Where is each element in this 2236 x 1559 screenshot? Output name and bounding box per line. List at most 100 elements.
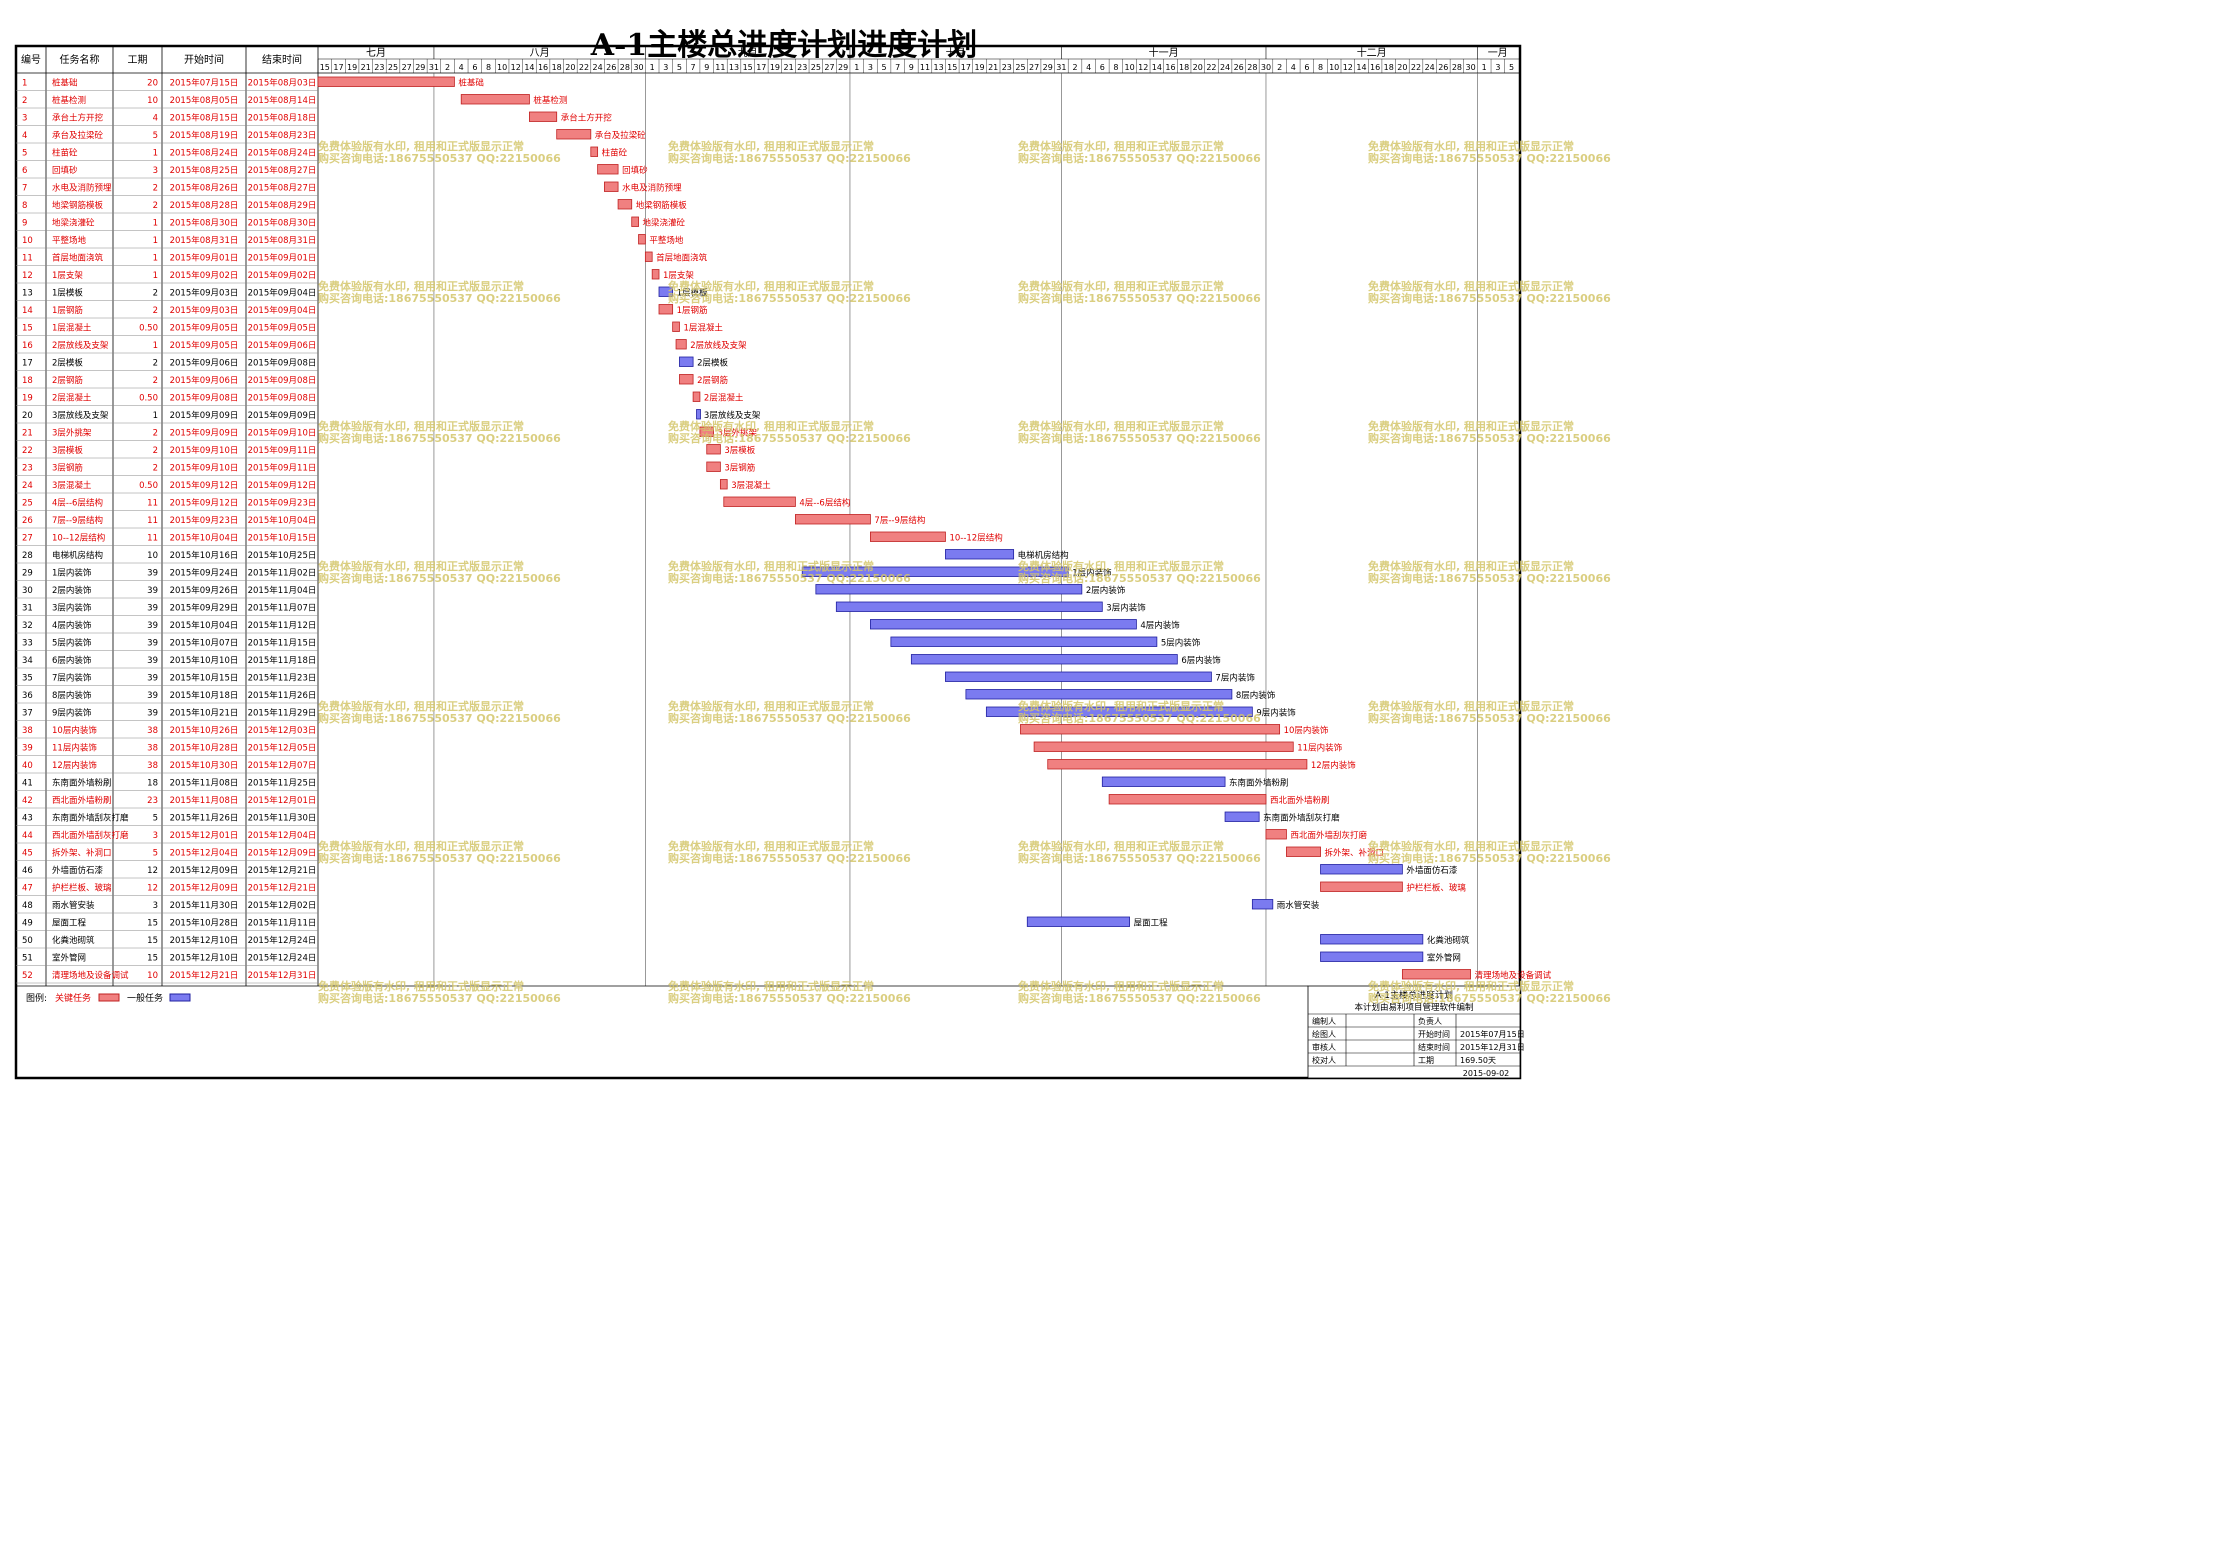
task-end: 2015年12月07日 (248, 760, 317, 771)
day-label: 2 (1072, 63, 1077, 72)
day-label: 10 (1124, 63, 1134, 72)
task-end: 2015年09月02日 (248, 270, 317, 281)
day-label: 29 (1043, 63, 1053, 72)
task-bar-label: 东南面外墙粉刷 (1229, 777, 1289, 788)
task-bar-label: 4层内装饰 (1140, 620, 1180, 631)
day-label: 23 (1002, 63, 1012, 72)
task-start: 2015年09月10日 (170, 462, 239, 473)
task-start: 2015年09月23日 (170, 515, 239, 526)
day-label: 4 (1086, 63, 1091, 72)
task-bar-label: 柱苗砼 (602, 147, 628, 158)
task-bar (672, 321, 680, 332)
task-end: 2015年09月06日 (248, 340, 317, 351)
task-id: 34 (22, 656, 33, 666)
task-bar-label: 外墙面仿石漆 (1406, 865, 1458, 876)
task-name: 2层混凝土 (52, 392, 92, 403)
watermark-line1: 免费体验版有水印, 租用和正式版显示正常 (318, 979, 524, 993)
watermark-line2: 购买咨询电话:18675550537 QQ:22150066 (668, 851, 911, 865)
task-id: 23 (22, 463, 33, 473)
task-bar-label: 西北面外墙粉刷 (1270, 795, 1330, 806)
day-label: 16 (538, 63, 548, 72)
task-start: 2015年10月10日 (170, 655, 239, 666)
task-name: 1层混凝土 (52, 322, 92, 333)
task-id: 7 (22, 183, 27, 193)
task-end: 2015年12月24日 (248, 935, 317, 946)
task-id: 3 (22, 113, 27, 123)
watermark-line1: 免费体验版有水印, 租用和正式版显示正常 (318, 419, 524, 433)
task-duration: 15 (147, 936, 158, 946)
day-label: 4 (1291, 63, 1296, 72)
task-duration: 4 (153, 113, 158, 123)
task-end: 2015年11月07日 (248, 602, 317, 613)
task-end: 2015年12月04日 (248, 830, 317, 841)
task-bar (1401, 969, 1471, 980)
watermark-line1: 免费体验版有水印, 租用和正式版显示正常 (318, 139, 524, 153)
task-bar-label: 3层内装饰 (1106, 602, 1146, 613)
task-bar (815, 584, 1083, 595)
watermark-line2: 购买咨询电话:18675550537 QQ:22150066 (318, 431, 561, 445)
task-name: 地梁钢筋模板 (52, 200, 104, 211)
task-end: 2015年11月18日 (248, 655, 317, 666)
header-4: 开始时间 (184, 53, 224, 66)
task-end: 2015年09月23日 (248, 497, 317, 508)
day-label: 12 (1343, 63, 1353, 72)
task-end: 2015年12月24日 (248, 952, 317, 963)
task-start: 2015年09月26日 (170, 585, 239, 596)
watermark-line2: 购买咨询电话:18675550537 QQ:22150066 (1018, 431, 1261, 445)
task-id: 30 (22, 586, 33, 596)
task-name: 1层模板 (52, 287, 83, 298)
day-label: 22 (1206, 63, 1216, 72)
day-label: 5 (677, 63, 682, 72)
watermark-line2: 购买咨询电话:18675550537 QQ:22150066 (1368, 851, 1611, 865)
task-bar-label: 2层放线及支架 (690, 340, 747, 351)
info-cell: 开始时间 (1418, 1029, 1450, 1039)
task-name: 3层模板 (52, 445, 83, 456)
task-bar-label: 西北面外墙刮灰打磨 (1290, 830, 1367, 841)
task-id: 2 (22, 96, 27, 106)
day-label: 19 (974, 63, 984, 72)
task-duration: 39 (147, 656, 158, 666)
task-end: 2015年09月08日 (248, 375, 317, 386)
task-start: 2015年10月15日 (170, 672, 239, 683)
task-end: 2015年09月11日 (248, 445, 317, 456)
task-end: 2015年08月18日 (248, 112, 317, 123)
day-label: 8 (486, 63, 491, 72)
month-label: 一月 (1488, 47, 1508, 59)
watermark-line2: 购买咨询电话:18675550537 QQ:22150066 (318, 991, 561, 1005)
task-duration: 1 (153, 271, 158, 281)
task-end: 2015年08月27日 (248, 165, 317, 176)
task-name: 7层--9层结构 (52, 515, 103, 526)
watermark-line1: 免费体验版有水印, 租用和正式版显示正常 (1018, 559, 1224, 573)
task-duration: 10 (147, 96, 158, 106)
task-bar (1320, 951, 1424, 962)
task-bar-label: 3层混凝土 (731, 480, 771, 491)
task-bar (1286, 846, 1321, 857)
task-id: 32 (22, 621, 33, 631)
task-duration: 10 (147, 971, 158, 981)
day-label: 20 (565, 63, 575, 72)
task-bar-label: 屋面工程 (1134, 918, 1169, 928)
task-name: 雨水管安装 (52, 900, 95, 911)
task-bar (1020, 724, 1281, 735)
watermark-line2: 购买咨询电话:18675550537 QQ:22150066 (1368, 571, 1611, 585)
day-label: 28 (620, 63, 630, 72)
watermark-line2: 购买咨询电话:18675550537 QQ:22150066 (1018, 851, 1261, 865)
day-label: 14 (1152, 63, 1162, 72)
task-bar (870, 531, 946, 542)
task-bar (801, 566, 1069, 577)
task-name: 2层内装饰 (52, 585, 92, 596)
task-id: 5 (22, 148, 27, 158)
day-label: 12 (511, 63, 521, 72)
day-label: 21 (988, 63, 998, 72)
task-bar (651, 269, 660, 280)
day-label: 28 (1247, 63, 1257, 72)
task-duration: 1 (153, 218, 158, 228)
task-bar (658, 286, 674, 297)
task-bar (1108, 794, 1267, 805)
day-label: 19 (347, 63, 357, 72)
task-id: 50 (22, 936, 33, 946)
task-bar (835, 601, 1103, 612)
task-id: 15 (22, 323, 33, 333)
day-label: 17 (756, 63, 766, 72)
